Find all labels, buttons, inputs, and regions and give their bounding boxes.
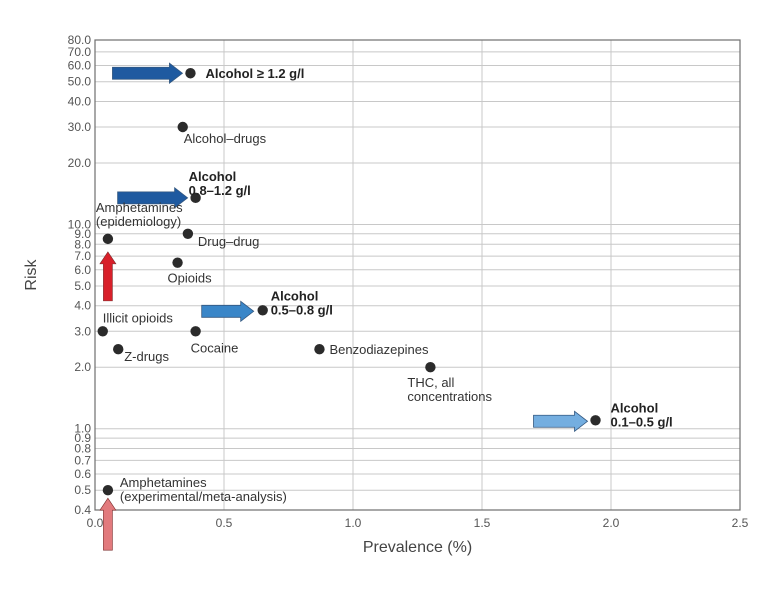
point-label: Alcohol ≥ 1.2 g/l (205, 66, 304, 81)
y-tick-label: 0.4 (74, 503, 91, 517)
y-tick-label: 0.6 (74, 467, 91, 481)
point-label: Drug–drug (198, 234, 259, 249)
data-point (102, 485, 114, 496)
point-label: Alcohol (189, 169, 237, 184)
point-label: Opioids (168, 271, 213, 286)
data-point (177, 121, 188, 133)
data-point (257, 305, 268, 316)
data-point (182, 228, 194, 240)
light-blue-arrow (533, 410, 589, 433)
y-tick-label: 0.9 (74, 431, 91, 445)
point-label: Amphetamines (96, 200, 183, 215)
x-tick-label: 2.5 (732, 516, 749, 530)
x-tick-label: 0.5 (216, 516, 233, 530)
data-point (97, 326, 108, 337)
data-points: Alcohol ≥ 1.2 g/lAlcohol–drugsAlcohol0.8… (96, 66, 673, 504)
point-label: Benzodiazepines (329, 342, 429, 357)
pink-arrow (99, 497, 117, 551)
y-tick-label: 8.0 (74, 237, 91, 251)
point-label: (epidemiology) (96, 214, 181, 229)
y-tick-label: 0.7 (74, 453, 91, 467)
point-label: 0.8–1.2 g/l (189, 183, 251, 198)
y-tick-label: 6.0 (74, 263, 91, 277)
y-axis-title: Risk (23, 258, 40, 290)
data-point (172, 257, 183, 268)
y-tick-label: 1.0 (74, 422, 91, 436)
y-tick-label: 0.8 (74, 442, 91, 456)
y-tick-label: 20.0 (68, 156, 92, 170)
x-tick-label: 0.0 (87, 516, 104, 530)
y-tick-label: 2.0 (74, 360, 91, 374)
data-point (190, 192, 201, 204)
y-tick-label: 50.0 (68, 75, 92, 89)
point-label: 0.5–0.8 g/l (271, 302, 333, 317)
x-tick-label: 1.5 (474, 516, 491, 530)
data-point (102, 233, 114, 245)
y-tick-label: 5.0 (74, 279, 91, 293)
point-label: THC, all (407, 375, 454, 390)
point-label: Z-drugs (124, 349, 169, 364)
point-label: concentrations (407, 389, 492, 404)
point-label: Alcohol (271, 288, 319, 303)
point-label: Illicit opioids (103, 310, 174, 325)
data-point (590, 415, 601, 426)
annotation-arrows (99, 62, 589, 551)
point-label: 0.1–0.5 g/l (611, 414, 673, 429)
y-tick-label: 30.0 (68, 120, 92, 134)
mid-blue-arrow (201, 300, 255, 323)
red-arrow (99, 251, 117, 302)
y-tick-label: 40.0 (68, 94, 92, 108)
plot-frame (94, 39, 741, 511)
y-tick-label: 0.5 (74, 483, 91, 497)
y-tick-label: 80.0 (68, 33, 92, 47)
y-tick-label: 4.0 (74, 299, 91, 313)
data-point (190, 326, 201, 337)
data-point (185, 68, 196, 79)
y-tick-label: 60.0 (68, 59, 92, 73)
y-tick-label: 70.0 (68, 45, 92, 59)
data-point (425, 362, 436, 373)
point-label: Amphetamines (120, 475, 207, 490)
x-tick-label: 2.0 (603, 516, 620, 530)
point-label: Alcohol (611, 400, 659, 415)
axes: 0.40.50.60.70.80.91.02.03.04.05.06.07.08… (68, 33, 749, 530)
y-tick-label: 9.0 (74, 227, 91, 241)
y-tick-label: 7.0 (74, 249, 91, 263)
data-point (314, 344, 325, 355)
data-point (113, 344, 124, 355)
y-tick-label: 3.0 (74, 324, 91, 338)
x-tick-label: 1.0 (345, 516, 362, 530)
point-label: Cocaine (191, 340, 239, 355)
x-axis-title: Prevalence (%) (363, 539, 472, 556)
point-label: (experimental/meta-analysis) (120, 489, 287, 504)
y-tick-label: 10.0 (68, 217, 92, 231)
point-label: Alcohol–drugs (184, 131, 267, 146)
dark-blue-arrow (112, 62, 184, 85)
dark-blue-arrow (117, 187, 189, 209)
